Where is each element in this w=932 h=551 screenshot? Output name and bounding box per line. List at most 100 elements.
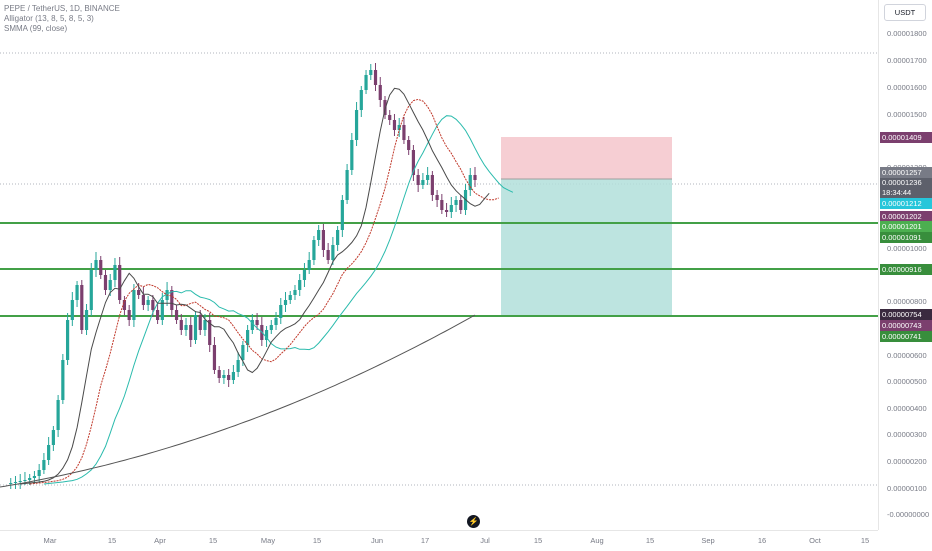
countdown-label: 18:34:44	[882, 187, 912, 197]
candle-body	[302, 270, 307, 280]
price-tag: 0.00001409	[880, 132, 932, 143]
candle-body	[94, 260, 98, 270]
legend-symbol[interactable]: PEPE / TetherUS, 1D, BINANCE	[4, 4, 120, 13]
candle-body	[449, 205, 453, 212]
candle-body	[340, 200, 344, 230]
candle-body	[9, 483, 13, 484]
candle-body	[160, 300, 164, 320]
candle-body	[383, 100, 387, 115]
time-tick-label: 17	[420, 536, 430, 545]
candle-body	[193, 315, 198, 340]
price-tick-label: 0.00000500	[887, 377, 927, 386]
candle-body	[75, 285, 79, 300]
candle-body	[179, 320, 183, 330]
chart-area[interactable]: PEPE / TetherUS, 1D, BINANCE Alligator (…	[0, 0, 878, 530]
price-tag: 0.00001202	[880, 211, 932, 222]
time-tick-label: 15	[860, 536, 870, 545]
candle-body	[146, 300, 150, 305]
candle-body	[392, 120, 397, 130]
candle-body	[426, 175, 430, 180]
time-tick-label: Mar	[43, 536, 57, 545]
candle-body	[444, 210, 449, 212]
time-tick-label: 15	[107, 536, 117, 545]
candle-body	[198, 315, 202, 330]
candle-body	[416, 175, 420, 185]
candle-body	[373, 70, 378, 85]
candle-body	[388, 115, 392, 120]
candle-body	[250, 320, 254, 330]
candle-body	[359, 90, 363, 110]
price-tag: 0.00001257	[880, 167, 932, 178]
price-tag: 0.00000754	[880, 309, 932, 320]
legend-alligator[interactable]: Alligator (13, 8, 5, 8, 5, 3)	[4, 14, 94, 23]
candle-body	[435, 195, 439, 200]
time-tick-label: Aug	[590, 536, 604, 545]
smma-line	[0, 314, 476, 488]
price-tag: 0.00000743	[880, 320, 932, 331]
candle-body	[37, 470, 41, 476]
candle-body	[402, 125, 406, 140]
candle-body	[170, 290, 174, 310]
candle-body	[421, 180, 425, 185]
candle-body	[189, 325, 193, 340]
time-axis[interactable]: Mar 15 Apr 15 May 15 Jun 17 Jul 15 Aug 15 Sep 16 Oct 15	[0, 530, 878, 551]
candle-body	[227, 375, 231, 380]
legend-smma[interactable]: SMMA (99, close)	[4, 24, 68, 33]
candle-body	[473, 175, 477, 180]
price-tag: 0.00001212	[880, 198, 932, 209]
currency-button[interactable]: USDT	[884, 4, 926, 21]
candle-body	[246, 330, 250, 345]
price-tick-label: 0.00000400	[887, 404, 927, 413]
stop-loss-zone	[501, 137, 672, 179]
time-tick-label: Jul	[480, 536, 490, 545]
candle-body	[28, 478, 32, 480]
time-tick-label: 15	[533, 536, 543, 545]
candle-body	[70, 300, 74, 320]
candle-body	[184, 325, 188, 330]
time-tick-label: 15	[312, 536, 322, 545]
candle-body	[369, 70, 373, 75]
candle-body	[113, 265, 117, 280]
candle-body	[411, 150, 416, 175]
candle-body	[122, 300, 127, 310]
price-tick-label: -0.00000000	[887, 510, 930, 519]
candle-body	[354, 110, 359, 140]
candle-body	[279, 305, 283, 318]
candle-body	[84, 310, 89, 330]
candle-body	[32, 476, 37, 478]
take-profit-zone	[501, 179, 672, 315]
candle-body	[236, 360, 240, 372]
time-tick-label: 15	[208, 536, 218, 545]
candle-body	[108, 280, 112, 290]
candle-body	[23, 480, 27, 481]
price-tick-label: 0.00000100	[887, 484, 927, 493]
candle-body	[293, 290, 297, 295]
price-tag: 0.00001091	[880, 232, 932, 243]
candle-body	[222, 375, 226, 378]
chart-legend: PEPE / TetherUS, 1D, BINANCE Alligator (…	[4, 4, 120, 34]
time-tick-label: May	[260, 536, 276, 545]
price-tag: 0.00000916	[880, 264, 932, 275]
price-tick-label: 0.00000300	[887, 430, 927, 439]
time-tick-label: Apr	[154, 536, 166, 545]
replay-icon[interactable]: ⚡	[467, 515, 480, 528]
price-axis[interactable]: 0.00001800 0.00001700 0.00001600 0.00001500…	[878, 0, 932, 530]
candle-body	[350, 140, 354, 170]
candle-body	[269, 325, 273, 330]
candle-body	[61, 360, 65, 400]
candle-body	[312, 240, 316, 260]
candle-body	[118, 265, 122, 300]
candle-body	[212, 345, 217, 370]
candle-body	[274, 318, 278, 325]
candle-body	[13, 482, 18, 483]
price-tag: 0.00001201	[880, 221, 932, 232]
candle-body	[155, 310, 160, 320]
alligator-lips-line	[20, 87, 490, 485]
candle-body	[103, 275, 108, 290]
price-chart[interactable]	[0, 0, 878, 530]
price-tick-label: 0.00001600	[887, 83, 927, 92]
candle-body	[203, 320, 207, 330]
price-tag: 0.00001236 18:34:44	[880, 178, 932, 198]
candle-body	[151, 300, 155, 310]
candle-body	[56, 400, 60, 430]
